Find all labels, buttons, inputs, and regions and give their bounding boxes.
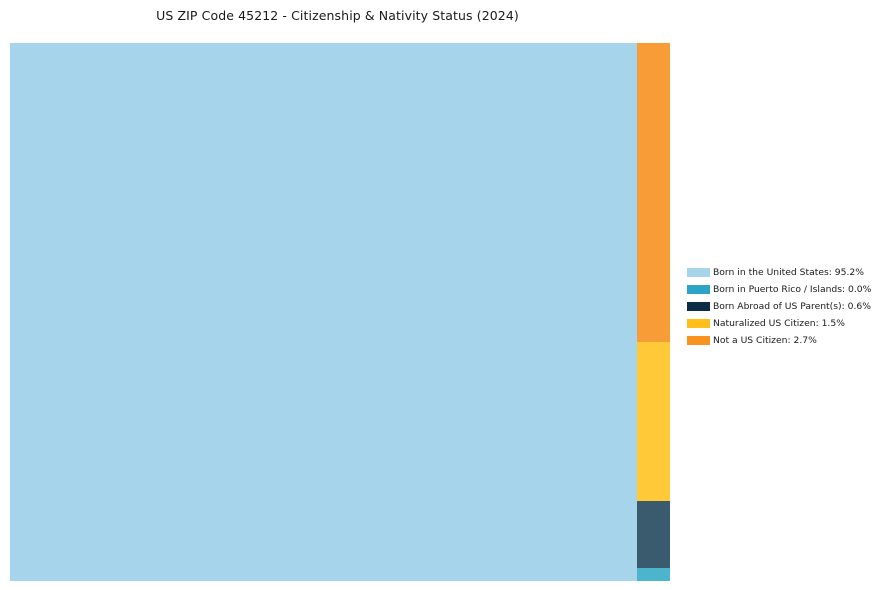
legend-label: Born in the United States: 95.2% <box>713 267 864 278</box>
chart-legend: Born in the United States: 95.2% Born in … <box>687 264 883 349</box>
treemap-tile[interactable] <box>637 501 670 568</box>
legend-item[interactable]: Born in Puerto Rico / Islands: 0.0% <box>687 281 883 298</box>
legend-label: Naturalized US Citizen: 1.5% <box>713 318 845 329</box>
legend-item[interactable]: Born in the United States: 95.2% <box>687 264 883 281</box>
treemap-tile[interactable] <box>10 43 637 581</box>
legend-label: Born in Puerto Rico / Islands: 0.0% <box>713 284 872 295</box>
legend-swatch <box>687 285 710 294</box>
treemap-tile[interactable] <box>637 568 670 581</box>
treemap-tile[interactable] <box>637 43 670 342</box>
legend-item[interactable]: Born Abroad of US Parent(s): 0.6% <box>687 298 883 315</box>
legend-label: Born Abroad of US Parent(s): 0.6% <box>713 301 871 312</box>
legend-swatch <box>687 319 710 328</box>
legend-swatch <box>687 302 710 311</box>
legend-label: Not a US Citizen: 2.7% <box>713 335 817 346</box>
treemap-plot-area <box>10 43 670 581</box>
chart-title: US ZIP Code 45212 - Citizenship & Nativi… <box>156 8 519 23</box>
legend-item[interactable]: Not a US Citizen: 2.7% <box>687 332 883 349</box>
treemap-tile[interactable] <box>637 342 670 501</box>
legend-item[interactable]: Naturalized US Citizen: 1.5% <box>687 315 883 332</box>
legend-swatch <box>687 336 710 345</box>
legend-swatch <box>687 268 710 277</box>
